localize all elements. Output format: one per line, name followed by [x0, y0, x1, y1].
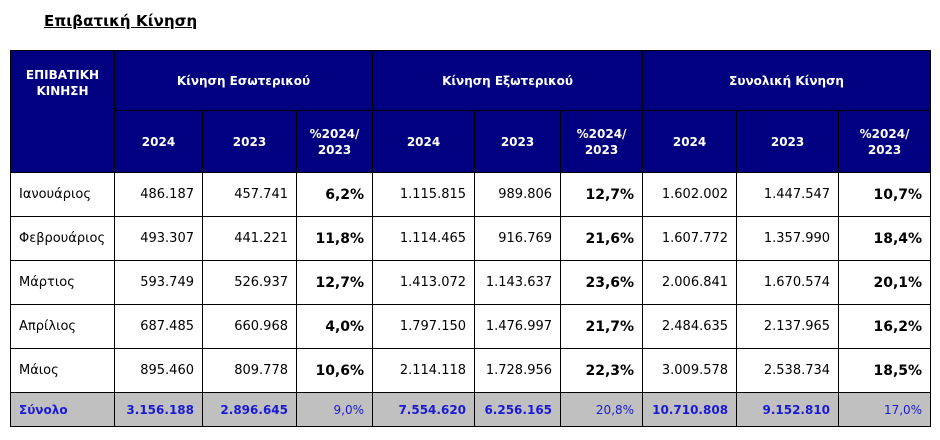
change-cell: 12,7%: [295, 260, 374, 305]
value-cell: 2.538.734: [736, 348, 840, 393]
value-cell: 1.114.465: [372, 216, 476, 261]
value-cell: 486.187: [114, 172, 203, 217]
value-cell: 916.769: [474, 216, 562, 261]
col-header-2024: 2024: [372, 110, 476, 173]
col-header-2024: 2024: [114, 110, 203, 173]
value-cell: 895.460: [114, 348, 203, 393]
value-cell: 1.728.956: [474, 348, 562, 393]
value-cell: 593.749: [114, 260, 203, 305]
change-cell: 11,8%: [295, 216, 374, 261]
table-row: Φεβρουάριος 493.307 441.221 11,8% 1.114.465 9…: [10, 216, 932, 261]
value-cell: 1.413.072: [372, 260, 476, 305]
col-header-2023: 2023: [474, 110, 562, 173]
total-value-cell: 10.710.808: [642, 392, 738, 427]
value-cell: 2.006.841: [642, 260, 738, 305]
change-cell: 21,7%: [560, 304, 644, 349]
value-cell: 1.607.772: [642, 216, 738, 261]
change-cell: 22,3%: [560, 348, 644, 393]
change-cell: 23,6%: [560, 260, 644, 305]
change-cell: 16,2%: [838, 304, 932, 349]
group-header-domestic: Κίνηση Εσωτερικού: [113, 50, 374, 111]
col-header-2023: 2023: [202, 110, 297, 173]
change-cell: 20,1%: [838, 260, 932, 305]
total-value-cell: 9.152.810: [736, 392, 840, 427]
change-cell: 18,5%: [838, 348, 932, 393]
col-header-pct: %2024/ 2023: [838, 110, 932, 173]
table-row: Μάρτιος 593.749 526.937 12,7% 1.413.072 1.143…: [10, 260, 932, 305]
table-row: Μάιος 895.460 809.778 10,6% 2.114.118 1.728.9…: [10, 348, 932, 393]
value-cell: 1.670.574: [736, 260, 840, 305]
value-cell: 457.741: [202, 172, 297, 217]
total-label: Σύνολο: [10, 392, 115, 427]
value-cell: 1.797.150: [372, 304, 476, 349]
group-header-international: Κίνηση Εξωτερικού: [372, 50, 644, 111]
table-row: Ιανουάριος 486.187 457.741 6,2% 1.115.815 989…: [10, 172, 932, 217]
change-cell: 10,7%: [838, 172, 932, 217]
value-cell: 687.485: [114, 304, 203, 349]
value-cell: 526.937: [202, 260, 297, 305]
value-cell: 1.357.990: [736, 216, 840, 261]
change-cell: 21,6%: [560, 216, 644, 261]
total-value-cell: 2.896.645: [202, 392, 297, 427]
change-cell: 12,7%: [560, 172, 644, 217]
value-cell: 1.143.637: [474, 260, 562, 305]
corner-header: ΕΠΙΒΑΤΙΚΗ ΚΙΝΗΣΗ: [10, 50, 115, 173]
total-value-cell: 7.554.620: [372, 392, 476, 427]
value-cell: 2.114.118: [372, 348, 476, 393]
month-cell: Μάιος: [10, 348, 115, 393]
value-cell: 1.602.002: [642, 172, 738, 217]
value-cell: 2.484.635: [642, 304, 738, 349]
value-cell: 2.137.965: [736, 304, 840, 349]
value-cell: 493.307: [114, 216, 203, 261]
total-change-cell: 17,0%: [838, 392, 932, 427]
change-cell: 6,2%: [295, 172, 374, 217]
total-change-cell: 9,0%: [295, 392, 374, 427]
header-row-years: 2024 2023 %2024/ 2023 2024 2023 %2024/ 2…: [11, 110, 932, 173]
total-row: Σύνολο 3.156.188 2.896.645 9,0% 7.554.620 6.2…: [10, 392, 932, 427]
col-header-pct: %2024/ 2023: [295, 110, 374, 173]
passenger-traffic-table: ΕΠΙΒΑΤΙΚΗ ΚΙΝΗΣΗ Κίνηση Εσωτερικού Κίνησ…: [10, 50, 932, 427]
col-header-2024: 2024: [642, 110, 738, 173]
value-cell: 989.806: [474, 172, 562, 217]
change-cell: 4,0%: [295, 304, 374, 349]
value-cell: 441.221: [202, 216, 297, 261]
value-cell: 660.968: [202, 304, 297, 349]
total-change-cell: 20,8%: [560, 392, 644, 427]
total-value-cell: 6.256.165: [474, 392, 562, 427]
value-cell: 1.447.547: [736, 172, 840, 217]
month-cell: Ιανουάριος: [10, 172, 115, 217]
value-cell: 1.476.997: [474, 304, 562, 349]
col-header-2023: 2023: [736, 110, 840, 173]
table-row: Απρίλιος 687.485 660.968 4,0% 1.797.150 1.476…: [10, 304, 932, 349]
change-cell: 18,4%: [838, 216, 932, 261]
page-title: Επιβατική Κίνηση: [44, 12, 198, 30]
col-header-pct: %2024/ 2023: [560, 110, 644, 173]
month-cell: Μάρτιος: [10, 260, 115, 305]
value-cell: 1.115.815: [372, 172, 476, 217]
month-cell: Φεβρουάριος: [10, 216, 115, 261]
group-header-total: Συνολική Κίνηση: [642, 50, 932, 111]
header-row-groups: ΕΠΙΒΑΤΙΚΗ ΚΙΝΗΣΗ Κίνηση Εσωτερικού Κίνησ…: [10, 50, 932, 173]
month-cell: Απρίλιος: [10, 304, 115, 349]
value-cell: 809.778: [202, 348, 297, 393]
change-cell: 10,6%: [295, 348, 374, 393]
value-cell: 3.009.578: [642, 348, 738, 393]
total-value-cell: 3.156.188: [114, 392, 203, 427]
